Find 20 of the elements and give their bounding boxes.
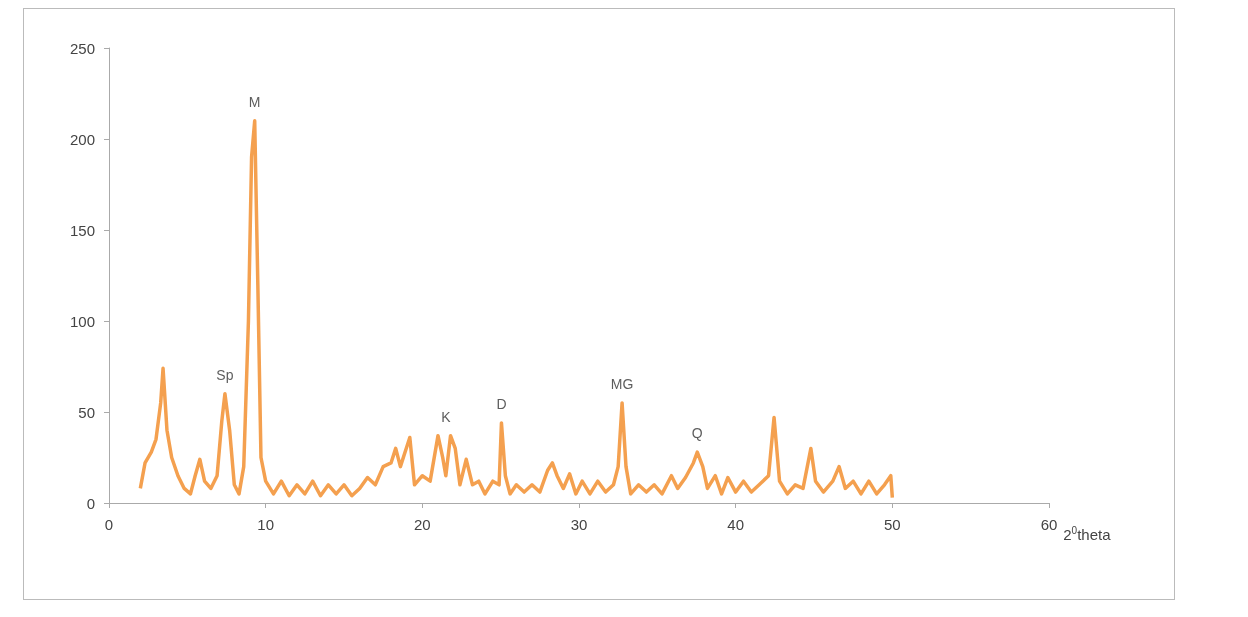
x-tick-label: 60 xyxy=(1040,516,1058,533)
y-tick-label: 100 xyxy=(69,312,95,330)
annotation: Sp xyxy=(216,366,234,383)
x-tick-label: 40 xyxy=(727,516,745,533)
line-series xyxy=(138,119,895,500)
x-tick-label: 50 xyxy=(883,516,901,533)
annotation: Q xyxy=(691,425,703,442)
annotation: D xyxy=(496,395,507,412)
annotation: K xyxy=(441,408,452,425)
x-tick-label: 0 xyxy=(104,516,114,533)
annotation: M xyxy=(248,93,261,110)
x-tick-label: 20 xyxy=(413,516,431,533)
y-tick-label: 200 xyxy=(69,130,95,148)
x-tick-label: 10 xyxy=(257,516,275,533)
y-tick-label: 150 xyxy=(69,221,95,239)
y-tick-label: 50 xyxy=(78,403,95,421)
y-tick-label: 250 xyxy=(69,39,95,57)
y-tick-label: 0 xyxy=(86,494,95,512)
x-tick-label: 30 xyxy=(570,516,588,533)
annotation: MG xyxy=(610,375,634,392)
